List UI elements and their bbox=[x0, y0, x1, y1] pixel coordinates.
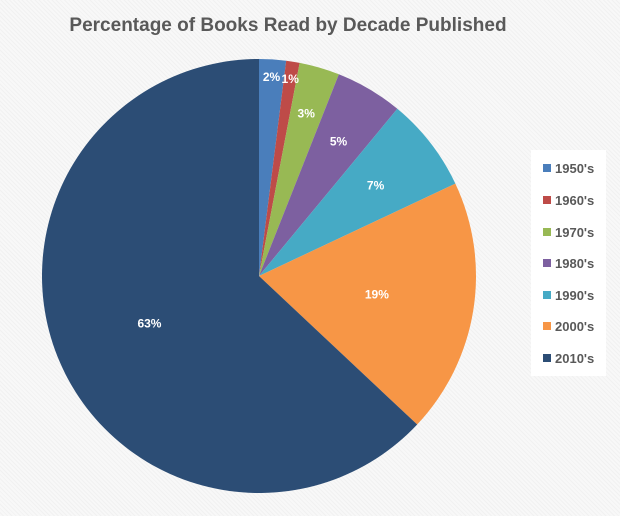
legend-item-1980s: 1980's bbox=[543, 255, 594, 271]
data-label: 5% bbox=[330, 135, 348, 149]
pie-slice-1970s bbox=[259, 62, 339, 277]
data-label: 19% bbox=[365, 288, 389, 302]
legend-swatch bbox=[543, 228, 551, 236]
legend-swatch bbox=[543, 196, 551, 204]
legend-swatch bbox=[543, 291, 551, 299]
data-label: 1% bbox=[282, 72, 300, 86]
legend: 1950's 1960's 1970's 1980's 1990's 2000'… bbox=[531, 150, 606, 376]
data-label: 3% bbox=[298, 106, 316, 120]
legend-swatch bbox=[543, 259, 551, 267]
pie-slice-1980s bbox=[259, 74, 398, 277]
legend-item-1960s: 1960's bbox=[543, 192, 594, 208]
legend-swatch bbox=[543, 164, 551, 172]
legend-item-1970s: 1970's bbox=[543, 224, 594, 240]
pie-slice-1960s bbox=[259, 60, 300, 277]
legend-item-2000s: 2000's bbox=[543, 318, 594, 334]
pie-slice-2000s bbox=[259, 183, 477, 425]
data-label: 7% bbox=[367, 179, 385, 193]
data-label: 2% bbox=[263, 70, 281, 84]
chart-title: Percentage of Books Read by Decade Publi… bbox=[69, 15, 507, 36]
pie-slice-1990s bbox=[259, 108, 456, 276]
pie-slice-1950s bbox=[259, 59, 287, 276]
legend-swatch bbox=[543, 354, 551, 362]
legend-item-2010s: 2010's bbox=[543, 350, 594, 366]
legend-item-1950s: 1950's bbox=[543, 160, 594, 176]
data-label: 63% bbox=[137, 316, 161, 330]
legend-swatch bbox=[543, 322, 551, 330]
pie-slice-2010s bbox=[42, 59, 418, 493]
legend-item-1990s: 1990's bbox=[543, 287, 594, 303]
